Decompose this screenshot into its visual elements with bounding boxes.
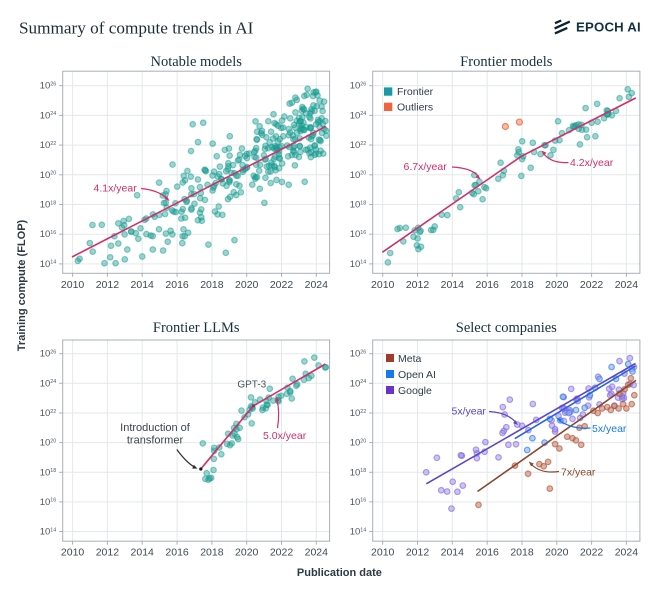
svg-text:Notable models: Notable models — [150, 54, 242, 70]
svg-text:Outliers: Outliers — [397, 102, 433, 114]
svg-text:1014: 1014 — [40, 527, 57, 538]
svg-text:2022: 2022 — [580, 547, 604, 559]
svg-text:2022: 2022 — [270, 547, 294, 559]
svg-text:Frontier models: Frontier models — [460, 54, 553, 70]
svg-text:1016: 1016 — [350, 497, 367, 508]
svg-text:1022: 1022 — [40, 140, 57, 151]
svg-text:2024: 2024 — [615, 547, 639, 559]
svg-text:1014: 1014 — [40, 259, 57, 270]
svg-text:1024: 1024 — [350, 378, 367, 389]
svg-text:2014: 2014 — [131, 547, 155, 559]
svg-text:2010: 2010 — [371, 547, 395, 559]
svg-text:2022: 2022 — [270, 279, 294, 291]
svg-text:GPT-3: GPT-3 — [237, 380, 266, 391]
svg-text:1026: 1026 — [40, 81, 57, 92]
svg-text:1020: 1020 — [350, 438, 367, 449]
svg-text:1020: 1020 — [40, 170, 57, 181]
svg-text:1022: 1022 — [40, 408, 57, 419]
svg-text:5x/year: 5x/year — [592, 423, 627, 435]
svg-text:1020: 1020 — [40, 438, 57, 449]
svg-text:1020: 1020 — [350, 170, 367, 181]
svg-text:2016: 2016 — [165, 279, 189, 291]
svg-text:Training compute (FLOP): Training compute (FLOP) — [16, 219, 28, 351]
svg-text:2018: 2018 — [200, 547, 224, 559]
svg-text:1018: 1018 — [350, 200, 367, 211]
svg-text:1026: 1026 — [40, 349, 57, 360]
svg-text:2022: 2022 — [580, 279, 604, 291]
svg-text:1016: 1016 — [40, 229, 57, 240]
svg-text:4.2x/year: 4.2x/year — [570, 157, 614, 169]
svg-text:2016: 2016 — [476, 279, 500, 291]
svg-text:2010: 2010 — [371, 279, 395, 291]
svg-text:1018: 1018 — [350, 467, 367, 478]
svg-text:Publication date: Publication date — [297, 567, 382, 579]
svg-text:Summary of compute trends in A: Summary of compute trends in AI — [19, 19, 254, 38]
svg-text:2024: 2024 — [305, 279, 329, 291]
svg-text:6.7x/year: 6.7x/year — [404, 161, 448, 173]
svg-text:2014: 2014 — [131, 279, 155, 291]
svg-text:2012: 2012 — [96, 279, 120, 291]
svg-text:4.1x/year: 4.1x/year — [94, 183, 138, 195]
svg-text:2016: 2016 — [165, 547, 189, 559]
svg-text:Google: Google — [398, 385, 432, 397]
svg-text:7x/year: 7x/year — [561, 467, 596, 479]
svg-text:Frontier: Frontier — [397, 86, 434, 98]
svg-text:1022: 1022 — [350, 140, 367, 151]
svg-text:1026: 1026 — [350, 349, 367, 360]
svg-text:1014: 1014 — [350, 259, 367, 270]
svg-text:2020: 2020 — [235, 279, 259, 291]
svg-text:2020: 2020 — [235, 547, 259, 559]
svg-text:Meta: Meta — [398, 353, 422, 365]
svg-text:2020: 2020 — [545, 279, 569, 291]
svg-text:1016: 1016 — [350, 229, 367, 240]
svg-text:1024: 1024 — [40, 110, 57, 121]
svg-text:5.0x/year: 5.0x/year — [263, 430, 307, 442]
svg-text:2014: 2014 — [441, 279, 465, 291]
svg-text:1026: 1026 — [350, 81, 367, 92]
svg-text:2014: 2014 — [441, 547, 465, 559]
svg-text:5x/year: 5x/year — [452, 406, 487, 418]
svg-text:Frontier LLMs: Frontier LLMs — [153, 320, 240, 336]
svg-text:2024: 2024 — [305, 547, 329, 559]
svg-text:1018: 1018 — [40, 467, 57, 478]
svg-text:2018: 2018 — [200, 279, 224, 291]
svg-text:2024: 2024 — [615, 279, 639, 291]
svg-text:Select companies: Select companies — [456, 320, 557, 336]
svg-text:2010: 2010 — [61, 279, 85, 291]
svg-text:2012: 2012 — [96, 547, 120, 559]
svg-text:1024: 1024 — [40, 378, 57, 389]
svg-text:2012: 2012 — [406, 279, 430, 291]
svg-text:2018: 2018 — [510, 279, 534, 291]
svg-text:2010: 2010 — [61, 547, 85, 559]
svg-text:1018: 1018 — [40, 200, 57, 211]
svg-text:1016: 1016 — [40, 497, 57, 508]
svg-text:Introduction of: Introduction of — [120, 422, 191, 434]
svg-text:1014: 1014 — [350, 527, 367, 538]
svg-text:Open AI: Open AI — [398, 369, 436, 381]
svg-text:2012: 2012 — [406, 547, 430, 559]
svg-text:2016: 2016 — [476, 547, 500, 559]
svg-text:2020: 2020 — [545, 547, 569, 559]
svg-text:transformer: transformer — [127, 435, 184, 447]
svg-text:1022: 1022 — [350, 408, 367, 419]
svg-text:1024: 1024 — [350, 110, 367, 121]
svg-text:2018: 2018 — [510, 547, 534, 559]
svg-text:EPOCH AI: EPOCH AI — [576, 20, 641, 35]
